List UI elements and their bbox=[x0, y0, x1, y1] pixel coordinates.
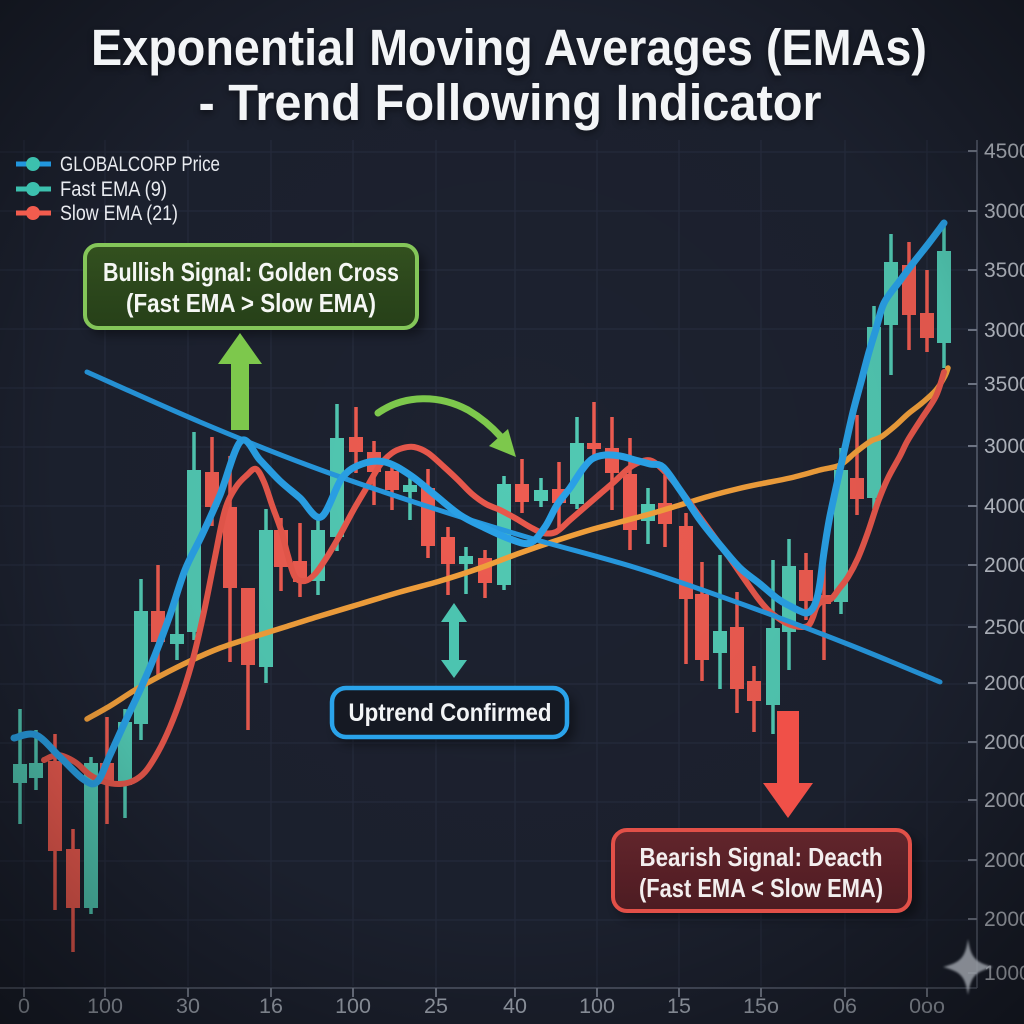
svg-text:- Trend Following Indicator: - Trend Following Indicator bbox=[199, 74, 822, 131]
svg-text:Bearish Signal: Deacth: Bearish Signal: Deacth bbox=[640, 842, 883, 872]
svg-text:(Fast EMA < Slow EMA): (Fast EMA < Slow EMA) bbox=[639, 873, 883, 903]
svg-text:Slow EMA (21): Slow EMA (21) bbox=[60, 202, 178, 225]
svg-text:(Fast EMA > Slow EMA): (Fast EMA > Slow EMA) bbox=[126, 288, 376, 318]
svg-text:Fast EMA (9): Fast EMA (9) bbox=[60, 178, 167, 201]
svg-text:GLOBALCORP Price: GLOBALCORP Price bbox=[60, 153, 220, 176]
svg-text:Bullish Signal: Golden Cross: Bullish Signal: Golden Cross bbox=[103, 257, 399, 287]
svg-text:Exponential Moving Averages (E: Exponential Moving Averages (EMAs) bbox=[91, 19, 927, 76]
svg-text:Uptrend Confirmed: Uptrend Confirmed bbox=[349, 699, 552, 727]
